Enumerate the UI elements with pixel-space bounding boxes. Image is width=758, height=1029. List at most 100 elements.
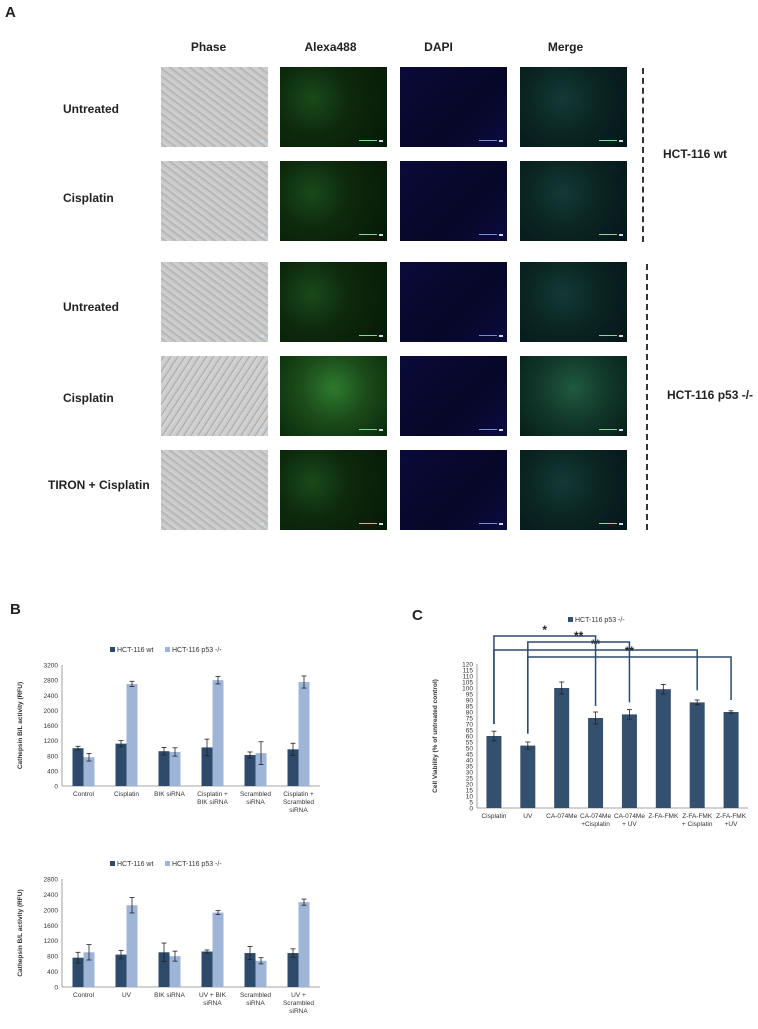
x-tick-label: Scrambled: [283, 1000, 314, 1007]
x-tick-label: + UV: [622, 821, 637, 828]
y-tick-label: 80: [466, 710, 474, 717]
significance-bracket: [527, 641, 631, 734]
legend-label: HCT-116 p53 -/-: [575, 617, 625, 624]
bar: [115, 954, 127, 987]
y-tick-label: 800: [47, 954, 58, 961]
bar: [621, 714, 637, 808]
x-tick-label: Control: [73, 992, 95, 999]
micrograph-merge: [520, 356, 627, 436]
bar: [212, 680, 224, 786]
significance-label: *: [542, 623, 547, 637]
y-tick-label: 2800: [44, 877, 59, 884]
x-tick-label: + Cisplatin: [682, 821, 713, 828]
x-tick-label: UV + BIK: [199, 992, 227, 999]
bar: [298, 902, 310, 987]
panel-letter-c: C: [412, 607, 423, 624]
micrograph-phase: [161, 356, 268, 436]
micrograph-alexa488: [280, 450, 387, 530]
significance-label: **: [625, 644, 635, 658]
x-tick-label: siRNA: [246, 1000, 265, 1007]
y-tick-label: 40: [466, 758, 474, 765]
x-tick-label: Cisplatin: [481, 813, 506, 820]
legend-swatch: [568, 617, 573, 622]
micrograph-phase: [161, 262, 268, 342]
y-tick-label: 10: [466, 794, 474, 801]
x-tick-label: Scrambled: [283, 799, 314, 806]
y-tick-label: 1600: [44, 923, 59, 930]
x-tick-label: siRNA: [289, 807, 308, 814]
bar: [126, 905, 138, 987]
y-tick-label: 15: [466, 788, 474, 795]
micrograph-phase: [161, 67, 268, 147]
y-tick-label: 90: [466, 698, 474, 705]
x-tick-label: CA-074Me: [614, 813, 645, 820]
y-tick-label: 50: [466, 746, 474, 753]
y-tick-label: 5: [469, 800, 473, 807]
bar: [158, 952, 170, 987]
legend-label: HCT-116 wt: [117, 647, 153, 654]
column-header-merge: Merge: [547, 40, 584, 54]
bar: [169, 751, 181, 786]
y-tick-label: 115: [463, 668, 474, 675]
y-tick-label: 400: [47, 969, 58, 976]
row-label-untreated-wt: Untreated: [63, 102, 120, 116]
x-tick-label: Cisplatin +: [197, 791, 228, 798]
legend-swatch: [110, 647, 115, 652]
column-header-phase: Phase: [190, 40, 227, 54]
bar: [83, 757, 95, 786]
bar: [212, 912, 224, 987]
x-tick-label: siRNA: [246, 799, 265, 806]
row-label-cisplatin-p53: Cisplatin: [63, 391, 114, 405]
bar: [83, 952, 95, 987]
x-tick-label: Z-FA-FMK: [682, 813, 713, 820]
x-tick-label: BIK siRNA: [197, 799, 228, 806]
y-tick-label: 1200: [44, 938, 59, 945]
micrograph-dapi: [400, 262, 507, 342]
bar: [554, 688, 570, 808]
micrograph-alexa488: [280, 161, 387, 241]
significance-label: **: [591, 637, 601, 651]
x-tick-label: BIK siRNA: [154, 992, 185, 999]
x-tick-label: UV +: [291, 992, 306, 999]
x-tick-label: +Cisplatin: [581, 821, 610, 828]
legend-swatch: [110, 861, 115, 866]
significance-label: **: [574, 629, 584, 643]
y-tick-label: 25: [466, 776, 474, 783]
micrograph-phase: [161, 450, 268, 530]
y-tick-label: 30: [466, 770, 474, 777]
micrograph-merge: [520, 262, 627, 342]
y-tick-label: 70: [466, 722, 474, 729]
x-tick-label: Control: [73, 791, 95, 798]
micrograph-dapi: [400, 161, 507, 241]
bar: [201, 951, 213, 987]
row-label-untreated-p53: Untreated: [63, 300, 120, 314]
bar: [588, 718, 604, 808]
y-tick-label: 3200: [44, 663, 59, 670]
group-label-p53: HCT-116 p53 -/-: [667, 388, 754, 402]
group-label-wt: HCT-116 wt: [663, 147, 728, 161]
bar: [287, 749, 299, 786]
y-tick-label: 85: [466, 704, 474, 711]
x-tick-label: Scrambled: [240, 992, 271, 999]
chart-b-bottom: HCT-116 wt HCT-116 p53 -/- 0 400 800 1200 1600…: [17, 861, 320, 1015]
bar: [298, 682, 310, 786]
panel-letter-a: A: [5, 4, 16, 21]
bar: [244, 953, 256, 987]
y-tick-label: 95: [466, 692, 474, 699]
bar: [689, 702, 705, 808]
bar: [169, 956, 181, 987]
micrograph-merge: [520, 450, 627, 530]
y-tick-label: 400: [47, 768, 58, 775]
bar: [255, 753, 267, 786]
y-tick-label: 1200: [44, 738, 59, 745]
micrograph-merge: [520, 161, 627, 241]
micrograph-phase: [161, 161, 268, 241]
y-axis-label: Cathepsin B/L activity (RFU): [17, 682, 24, 769]
x-tick-label: UV: [122, 992, 132, 999]
x-tick-label: CA-074Me: [580, 813, 611, 820]
x-tick-label: Z-FA-FMK: [648, 813, 679, 820]
bar: [72, 748, 84, 786]
y-tick-label: 100: [462, 686, 473, 693]
x-tick-label: +UV: [725, 821, 738, 828]
y-tick-label: 0: [54, 784, 58, 791]
